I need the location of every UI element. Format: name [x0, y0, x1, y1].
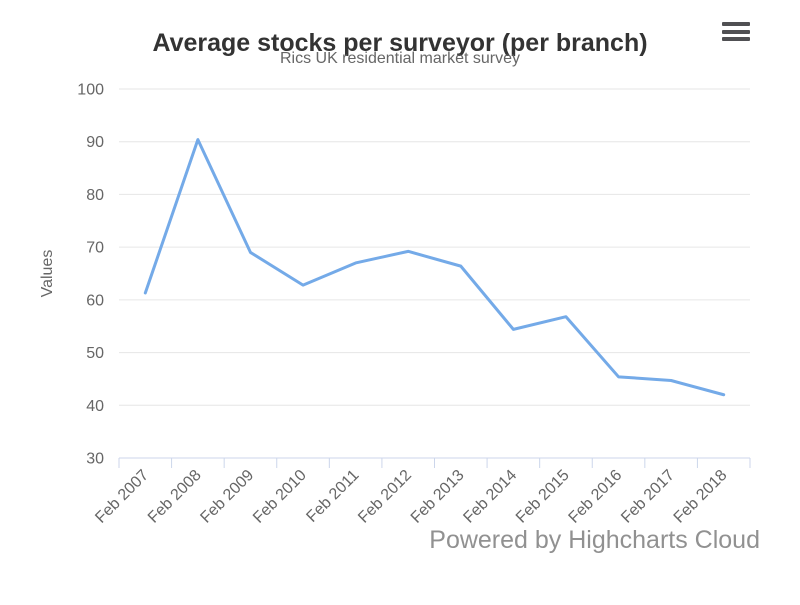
- context-menu-button[interactable]: [722, 22, 750, 41]
- y-axis-tick-label: 30: [86, 451, 104, 468]
- chart-subtitle: Rics UK residential market survey: [279, 50, 521, 67]
- credits-link[interactable]: Powered by Highcharts Cloud: [429, 526, 760, 554]
- hamburger-menu-icon: [722, 29, 750, 34]
- y-axis-tick-label: 40: [86, 398, 104, 415]
- y-axis-tick-label: 100: [77, 82, 104, 99]
- chart-title: Average stocks per surveyor (per branch): [152, 28, 648, 57]
- y-axis-tick-label: 80: [86, 187, 104, 204]
- y-axis-tick-label: 70: [86, 240, 104, 257]
- x-axis-tick-label: Feb 2008: [145, 467, 205, 527]
- x-axis-tick-label: Feb 2012: [355, 467, 415, 527]
- x-axis-tick-label: Feb 2015: [513, 467, 573, 527]
- x-axis-tick-label: Feb 2017: [618, 467, 678, 527]
- x-axis-tick-label: Feb 2013: [408, 467, 468, 527]
- x-axis-tick-label: Feb 2014: [460, 467, 520, 527]
- y-axis-tick-label: 90: [86, 134, 104, 151]
- x-axis-tick-label: Feb 2007: [92, 467, 152, 527]
- y-axis-tick-label: 50: [86, 345, 104, 362]
- y-axis-title: Values: [39, 250, 56, 298]
- y-axis-tick-label: 60: [86, 292, 104, 309]
- x-axis-tick-label: Feb 2018: [671, 467, 731, 527]
- hamburger-menu-icon: [722, 37, 750, 41]
- hamburger-menu-icon: [722, 22, 750, 26]
- series-line[interactable]: [143, 138, 726, 397]
- x-axis-tick-label: Feb 2009: [197, 467, 257, 527]
- x-axis-tick-label: Feb 2010: [250, 467, 310, 527]
- x-axis-tick-label: Feb 2011: [303, 467, 362, 526]
- x-axis-tick-label: Feb 2016: [566, 467, 626, 527]
